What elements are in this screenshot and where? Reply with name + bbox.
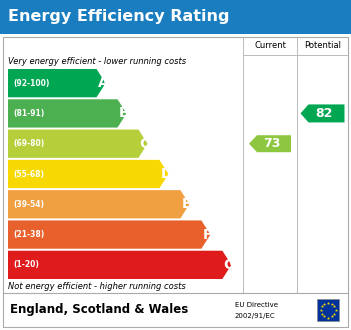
Text: Energy Efficiency Rating: Energy Efficiency Rating xyxy=(8,10,230,24)
Text: (21-38): (21-38) xyxy=(13,230,44,239)
Polygon shape xyxy=(300,104,344,122)
Text: (69-80): (69-80) xyxy=(13,139,44,148)
Text: (55-68): (55-68) xyxy=(13,170,44,179)
Bar xyxy=(3,37,348,327)
Text: England, Scotland & Wales: England, Scotland & Wales xyxy=(10,304,188,316)
Text: C: C xyxy=(139,137,150,151)
Text: (39-54): (39-54) xyxy=(13,200,44,209)
Text: Potential: Potential xyxy=(304,42,341,50)
Text: EU Directive: EU Directive xyxy=(235,302,278,308)
Polygon shape xyxy=(8,69,106,97)
Text: F: F xyxy=(203,228,212,242)
Polygon shape xyxy=(8,99,126,128)
Polygon shape xyxy=(8,190,190,218)
Text: 73: 73 xyxy=(263,137,280,150)
Text: (81-91): (81-91) xyxy=(13,109,44,118)
Polygon shape xyxy=(8,130,147,158)
Bar xyxy=(317,299,339,321)
Text: Very energy efficient - lower running costs: Very energy efficient - lower running co… xyxy=(8,57,186,66)
Polygon shape xyxy=(8,251,231,279)
Text: D: D xyxy=(160,167,172,181)
Text: Current: Current xyxy=(254,42,286,50)
Polygon shape xyxy=(249,135,291,152)
Polygon shape xyxy=(8,160,168,188)
Text: 2002/91/EC: 2002/91/EC xyxy=(235,313,276,319)
Text: B: B xyxy=(119,107,129,120)
Text: 82: 82 xyxy=(316,107,333,120)
Text: G: G xyxy=(223,258,235,272)
Bar xyxy=(0,0,351,34)
Polygon shape xyxy=(8,220,210,249)
Text: A: A xyxy=(98,76,108,90)
Text: (92-100): (92-100) xyxy=(13,79,49,88)
Text: Not energy efficient - higher running costs: Not energy efficient - higher running co… xyxy=(8,282,186,291)
Text: E: E xyxy=(181,197,191,211)
Text: (1-20): (1-20) xyxy=(13,260,39,269)
